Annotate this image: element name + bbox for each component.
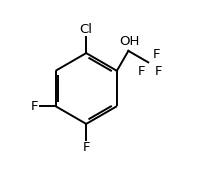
- Text: Cl: Cl: [80, 23, 93, 36]
- Text: OH: OH: [119, 35, 139, 48]
- Text: F: F: [31, 100, 39, 113]
- Text: F: F: [155, 65, 162, 78]
- Text: F: F: [138, 65, 145, 78]
- Text: F: F: [153, 48, 160, 61]
- Text: F: F: [82, 141, 90, 154]
